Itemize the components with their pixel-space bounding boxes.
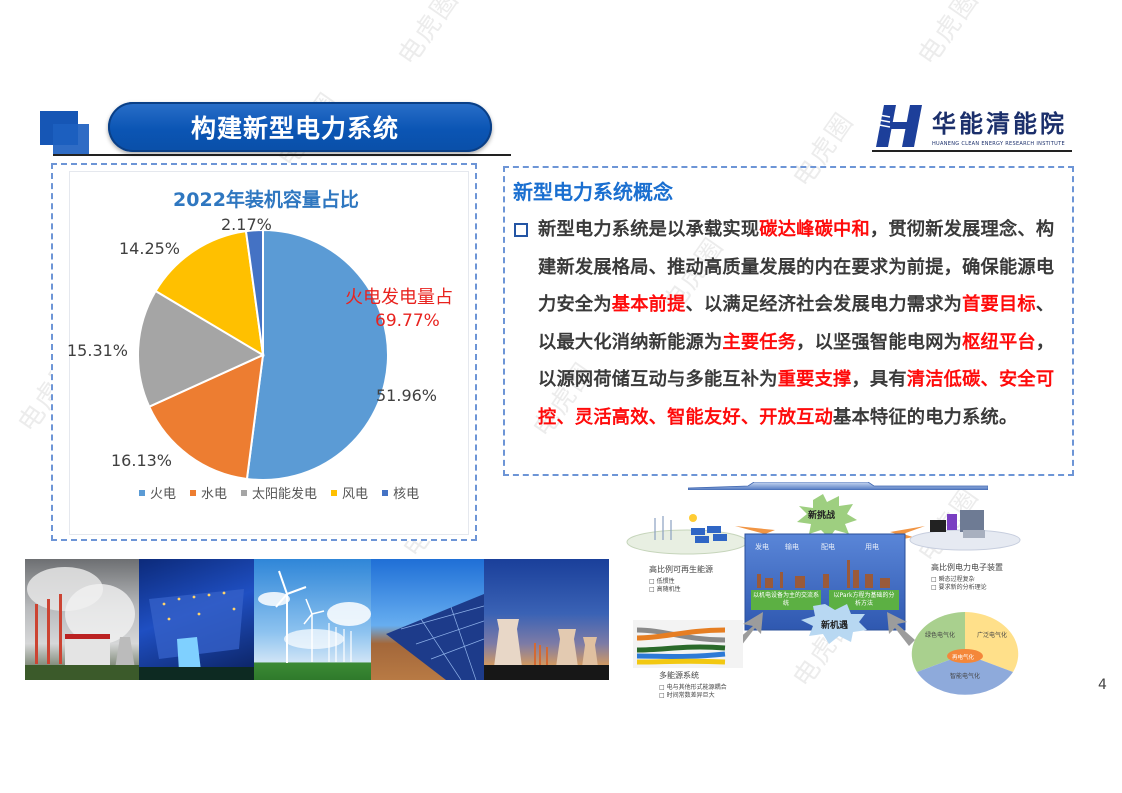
electrification-sector: 绿色电气化 (925, 632, 956, 639)
park-method-box: 以Park方程为基础的分析方法 (833, 592, 895, 607)
pie-slice (147, 353, 265, 481)
thermal-generation-callout: 火电发电量占 (345, 287, 453, 308)
pie-slice (245, 228, 389, 481)
legend-label: 火电 (150, 487, 177, 502)
highlight-text: 重要支撑 (777, 369, 852, 391)
power-electronics-item: □ 瞬态过程复杂 (931, 576, 975, 583)
legend-swatch (190, 489, 197, 496)
concept-paragraph: 新型电力系统是以承载实现碳达峰碳中和，贯彻新发展理念、构建新发展格局、推动高质量… (538, 211, 1068, 437)
legend-item: 核电 (382, 483, 419, 502)
solar-panels-photo (371, 559, 484, 680)
legend-label: 核电 (393, 487, 420, 502)
pie-label-thermal: 51.96% (376, 386, 438, 405)
legend-item: 风电 (331, 483, 368, 502)
pie-label-solar: 15.31% (67, 341, 129, 360)
challenge-label: 新挑战 (808, 511, 836, 521)
body-text: ，以坚强智能电网为 (796, 331, 963, 353)
electrification-sector: 智能电气化 (950, 673, 981, 680)
multi-energy-item: □ 时间常数差异巨大 (659, 692, 715, 699)
logo-h-icon (873, 104, 924, 147)
body-text: 、以最大化消纳新能源为 (538, 294, 1055, 353)
highlight-text: 首要目标 (962, 294, 1036, 316)
body-text: 、以满足经济社会发展电力需求为 (685, 294, 963, 316)
header-rule (53, 154, 511, 156)
body-text: 基本特征的电力系统。 (833, 406, 1018, 428)
opportunity-label: 新机遇 (821, 621, 849, 631)
stage-label: 用电 (865, 543, 879, 551)
legend-swatch (382, 489, 389, 496)
highlight-text: 主要任务 (722, 331, 797, 353)
legend-label: 水电 (201, 487, 228, 502)
chart-legend: 火电 水电 太阳能发电 风电 核电 (139, 483, 419, 502)
highlight-text: 碳达峰碳中和 (759, 219, 870, 240)
legend-item: 太阳能发电 (241, 483, 317, 502)
logo-subtitle: HUANENG CLEAN ENERGY RESEARCH INSTITUTE (932, 141, 1065, 147)
pie-slice (154, 230, 265, 357)
watermark: 电虎圈 (912, 0, 986, 71)
pie-label-nuclear: 2.17% (221, 215, 272, 234)
body-text: ，贯彻新发展理念、构建新发展格局、推动高质量发展的内在要求为前提，确保能源电力安… (538, 219, 1055, 316)
page-title: 构建新型电力系统 (108, 102, 492, 152)
renewable-title: 高比例可再生能源 (649, 565, 713, 574)
stage-label: 发电 (755, 543, 769, 551)
multi-energy-item: □ 电与其他形式能源耦合 (659, 684, 727, 691)
square-bullet-icon (514, 223, 528, 237)
power-electronics-item: □ 要求新的分析理论 (931, 584, 987, 591)
power-electronics-title: 高比例电力电子装置 (931, 563, 1003, 572)
thermal-generation-value: 69.77% (375, 311, 440, 331)
legend-swatch (331, 489, 338, 496)
pie-label-hydro: 16.13% (111, 451, 173, 470)
legend-swatch (139, 489, 145, 496)
header-rule (872, 150, 1072, 152)
hydropower-dam-photo (139, 559, 254, 680)
wind-turbines-photo (254, 559, 371, 680)
electrification-center: 再电气化 (952, 655, 975, 661)
chart-title: 2022年装机容量占比 (173, 189, 359, 211)
connector-bar (688, 482, 988, 490)
page-number: 4 (1098, 677, 1107, 693)
legend-item: 火电 (139, 483, 176, 502)
new-power-system-diagram: 新挑战 发电 输电 配电 用电 以机电设备为主的交流系统 以Park方程为基础的… (625, 490, 1035, 702)
highlight-text: 清洁低碳、安全可控、灵活高效、智能友好、开放互动 (538, 369, 1055, 428)
legend-swatch (241, 489, 248, 496)
watermark: 电虎圈 (392, 0, 466, 71)
stage-label: 输电 (785, 543, 799, 551)
concept-panel: 新型电力系统概念 新型电力系统是以承载实现碳达峰碳中和，贯彻新发展理念、构建新发… (503, 166, 1074, 476)
body-text: 新型电力系统是以承载实现 (538, 219, 760, 240)
pie-slice (244, 228, 264, 356)
body-text: ，以源网荷储互动与多能互补为 (538, 331, 1055, 391)
energy-photo-strip (25, 559, 609, 680)
ac-system-box: 以机电设备为主的交流系统 (753, 592, 820, 607)
multi-energy-title: 多能源系统 (659, 671, 699, 680)
legend-label: 风电 (342, 487, 369, 502)
nuclear-cooling-towers-photo (484, 559, 609, 680)
concept-title: 新型电力系统概念 (513, 180, 673, 204)
page-title-text: 构建新型电力系统 (190, 114, 399, 143)
pie-slice (137, 289, 266, 409)
thermal-power-plant-photo (25, 559, 139, 680)
legend-label: 太阳能发电 (252, 487, 318, 502)
pie-slices (137, 228, 389, 481)
pie-chart (137, 228, 389, 481)
logo: 华能清能院 HUANENG CLEAN ENERGY RESEARCH INST… (873, 104, 1067, 147)
highlight-text: 枢纽平台 (962, 331, 1036, 353)
header-decor-square (53, 124, 89, 156)
legend-item: 水电 (190, 483, 227, 502)
body-text: ，具有 (851, 369, 907, 391)
highlight-text: 基本前提 (611, 294, 686, 316)
renewable-item: □ 高随机性 (649, 586, 681, 593)
logo-name: 华能清能院 (932, 110, 1067, 138)
stage-label: 配电 (821, 543, 835, 551)
electrification-sector: 广泛电气化 (977, 632, 1008, 639)
chart-panel: 2022年装机容量占比 2.17% 14.25% 15.31% 16.13% 5… (51, 163, 477, 541)
pie-label-wind: 14.25% (119, 239, 181, 258)
chart-frame (69, 171, 469, 535)
renewable-item: □ 低惯性 (649, 578, 675, 585)
